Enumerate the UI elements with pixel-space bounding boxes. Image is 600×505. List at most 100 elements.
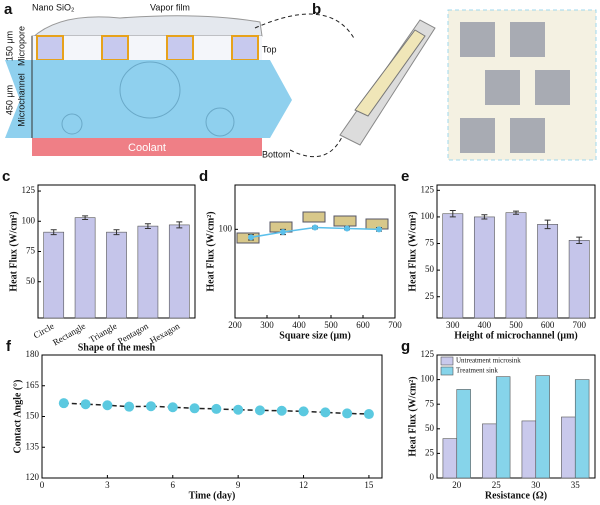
panel-label: g [401, 338, 410, 355]
label: Top [262, 44, 277, 54]
x-tick-label: Triangle [87, 321, 118, 345]
point [312, 224, 318, 231]
x-axis-label: Square size (μm) [279, 330, 351, 341]
legend-label: Untreatment microsink [456, 357, 521, 365]
error-bar [513, 210, 519, 215]
y-tick-label: 75 [425, 398, 435, 408]
inset [302, 211, 326, 223]
point [276, 405, 287, 416]
inset [333, 215, 357, 227]
label: Nano SiO₂ [32, 2, 75, 12]
y-axis-label: Heat Flux (W/cm²) [205, 211, 216, 291]
x-tick-label: 300 [446, 320, 460, 330]
point [320, 407, 331, 418]
x-tick-label: 500 [509, 320, 523, 330]
y-tick-label: 100 [219, 223, 233, 233]
y-tick-label: 135 [26, 441, 40, 451]
plot-frame [234, 184, 396, 319]
y-axis-label: Contact Angle (°) [12, 380, 23, 454]
bar [473, 216, 495, 319]
x-tick-label: 600 [541, 320, 555, 330]
bar [574, 379, 590, 479]
y-tick-label: 125 [421, 349, 435, 359]
bar [535, 375, 550, 479]
point [124, 401, 135, 412]
y-tick-label: 0 [430, 472, 435, 482]
x-tick-label: 500 [324, 320, 338, 330]
y-tick-label: 125 [421, 184, 435, 194]
panel-label: b [312, 1, 321, 18]
plot-frame [436, 354, 596, 479]
label: Coolant [128, 142, 166, 154]
point [248, 234, 254, 241]
y-tick-label: 50 [425, 423, 435, 433]
bubble [205, 107, 235, 137]
y-tick-label: 75 [26, 246, 36, 256]
y-tick-label: 100 [22, 215, 36, 225]
x-tick-label: 700 [388, 320, 402, 330]
error-bar [544, 219, 551, 230]
y-tick-label: 75 [425, 238, 435, 248]
panel-label: f [6, 338, 12, 355]
error-bar [113, 229, 120, 236]
x-tick-label: 6 [171, 480, 176, 490]
legend-label: Treatment sink [456, 367, 498, 375]
point [167, 402, 178, 413]
point [233, 404, 244, 415]
bubble [61, 113, 83, 135]
point [102, 400, 113, 411]
micropore [101, 35, 129, 61]
microchannel [5, 60, 292, 138]
y-tick-label: 120 [26, 472, 40, 482]
label: Bottom [262, 149, 291, 159]
y-tick-label: 50 [425, 264, 435, 274]
cell [510, 22, 545, 57]
cell [510, 118, 545, 153]
y-axis-label: Heat Flux (W/cm²) [8, 211, 19, 291]
point [254, 405, 265, 416]
x-axis-label: Time (day) [189, 490, 236, 501]
cell [535, 70, 570, 105]
micropore [36, 35, 64, 61]
y-tick-label: 50 [26, 276, 36, 286]
bar [456, 389, 471, 479]
x-axis-label: Shape of the mesh [78, 342, 156, 353]
error-bar [82, 215, 89, 220]
bar [495, 376, 511, 479]
micropore [231, 35, 259, 61]
point [298, 406, 309, 417]
label: Micropore [16, 26, 26, 66]
point [211, 403, 222, 414]
error-bar [50, 229, 57, 236]
pore-layer [32, 36, 262, 60]
error-bar [576, 236, 583, 245]
cell [460, 22, 495, 57]
label: Vapor film [150, 2, 190, 12]
x-tick-label: 15 [364, 480, 374, 490]
x-tick-label: 20 [452, 480, 462, 490]
x-tick-label: 12 [299, 480, 308, 490]
y-tick-label: 100 [421, 211, 435, 221]
micropore [166, 35, 194, 61]
y-axis-label: Heat Flux (W/cm²) [407, 376, 418, 456]
x-tick-label: 0 [40, 480, 45, 490]
bar [561, 416, 576, 479]
panel-label: c [2, 168, 10, 185]
connector [289, 129, 346, 158]
bar [482, 423, 497, 479]
x-tick-label: 400 [478, 320, 492, 330]
bar [521, 420, 537, 479]
x-tick-label: 300 [260, 320, 274, 330]
y-tick-label: 25 [425, 291, 435, 301]
schematic-b: b [254, 1, 597, 161]
label: Microchannel [16, 73, 26, 127]
bar [442, 213, 464, 319]
point [344, 225, 350, 232]
label: 150 μm [4, 31, 14, 61]
point [80, 399, 91, 410]
point [58, 398, 69, 409]
y-tick-label: 25 [425, 447, 435, 457]
y-tick-label: 100 [421, 374, 435, 384]
inset [236, 232, 260, 244]
cell [485, 70, 520, 105]
